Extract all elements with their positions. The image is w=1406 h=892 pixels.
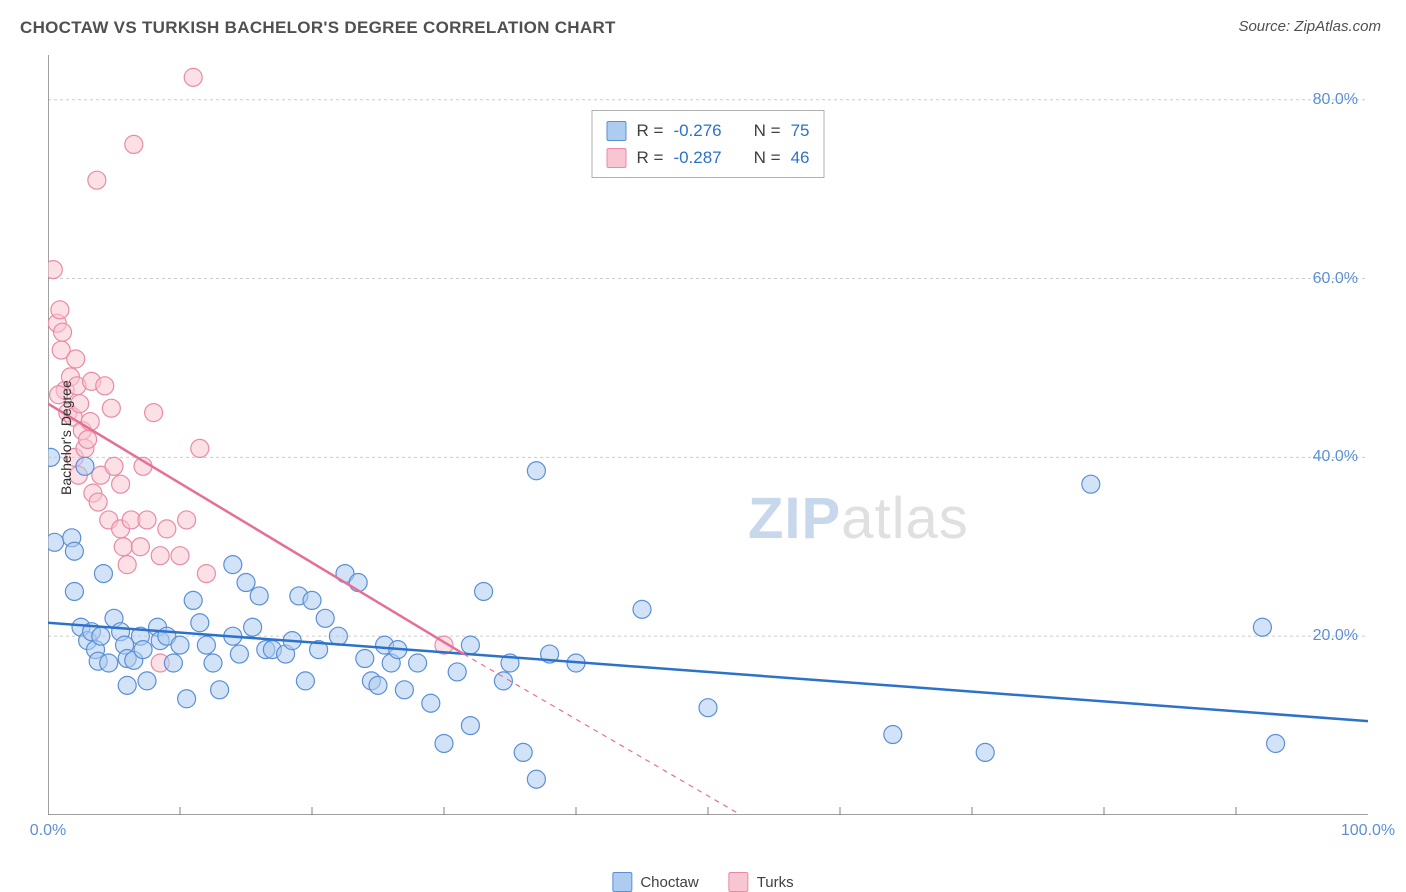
y-tick-label: 80.0% <box>1313 91 1358 109</box>
bottom-legend: Choctaw Turks <box>612 872 793 892</box>
n-label: N = <box>754 144 781 171</box>
y-axis-label: Bachelor's Degree <box>58 380 74 495</box>
legend-label: Turks <box>757 874 794 891</box>
n-value: 75 <box>791 117 810 144</box>
chart-area: Bachelor's Degree R = -0.276 N = 75 R = … <box>48 55 1368 815</box>
x-tick-label: 100.0% <box>1341 822 1395 840</box>
source-label: Source: ZipAtlas.com <box>1238 18 1381 35</box>
r-label: R = <box>637 117 664 144</box>
x-tick-label: 0.0% <box>30 822 66 840</box>
r-value: -0.287 <box>673 144 721 171</box>
y-tick-label: 20.0% <box>1313 627 1358 645</box>
swatch-icon <box>729 872 749 892</box>
r-label: R = <box>637 144 664 171</box>
swatch-icon <box>612 872 632 892</box>
stats-row: R = -0.287 N = 46 <box>607 144 810 171</box>
r-value: -0.276 <box>673 117 721 144</box>
stats-legend: R = -0.276 N = 75 R = -0.287 N = 46 <box>592 110 825 178</box>
legend-item: Turks <box>729 872 794 892</box>
stats-row: R = -0.276 N = 75 <box>607 117 810 144</box>
chart-title: CHOCTAW VS TURKISH BACHELOR'S DEGREE COR… <box>20 18 616 38</box>
y-tick-label: 60.0% <box>1313 270 1358 288</box>
swatch-icon <box>607 148 627 168</box>
n-value: 46 <box>791 144 810 171</box>
swatch-icon <box>607 121 627 141</box>
legend-label: Choctaw <box>640 874 698 891</box>
n-label: N = <box>754 117 781 144</box>
legend-item: Choctaw <box>612 872 698 892</box>
y-tick-label: 40.0% <box>1313 448 1358 466</box>
